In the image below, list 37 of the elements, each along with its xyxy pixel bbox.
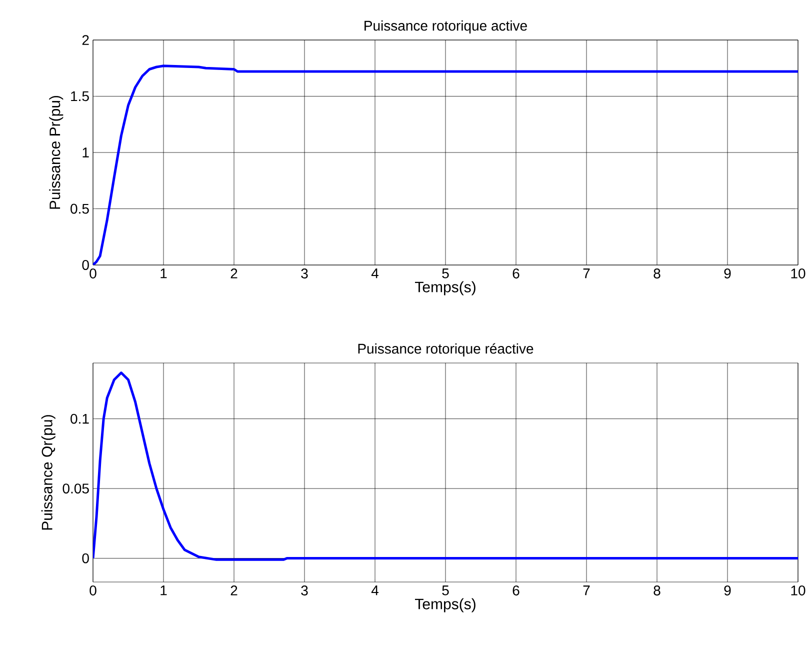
- y-axis-title: Puissance Qr(pu): [41, 415, 56, 530]
- chart-title: Puissance rotorique active: [364, 20, 527, 34]
- y-tick-label: 1: [82, 148, 89, 158]
- y-tick-label: 2: [82, 35, 89, 45]
- x-tick-label: 2: [230, 586, 238, 596]
- y-tick-label: 0.1: [70, 414, 89, 424]
- x-tick-label: 0: [90, 586, 96, 596]
- x-axis-title: Temps(s): [414, 281, 476, 296]
- x-tick-label: 1: [160, 268, 167, 278]
- x-tick-label: 5: [442, 586, 449, 596]
- x-tick-label: 7: [583, 268, 590, 278]
- x-tick-label: 8: [654, 268, 660, 278]
- y-axis-title: Puissance Pr(pu): [49, 96, 64, 209]
- x-tick-label: 10: [791, 586, 806, 596]
- x-tick-label: 1: [160, 586, 167, 596]
- x-tick-label: 6: [512, 586, 520, 596]
- y-tick-label: 0: [82, 553, 89, 564]
- chart-title: Puissance rotorique réactive: [358, 343, 534, 356]
- x-axis-title: Temps(s): [414, 598, 476, 612]
- x-tick-label: 9: [724, 268, 731, 278]
- x-tick-label: 10: [791, 268, 806, 278]
- x-tick-label: 6: [512, 268, 520, 278]
- x-tick-label: 7: [583, 586, 590, 596]
- x-tick-label: 9: [724, 586, 731, 596]
- x-tick-label: 3: [301, 586, 308, 596]
- line-series: [93, 64, 798, 265]
- y-tick-label: 0.5: [70, 204, 89, 214]
- y-tick-label: 0.05: [62, 484, 89, 494]
- y-tick-label: 1.5: [71, 91, 89, 102]
- x-tick-label: 4: [371, 586, 378, 596]
- x-tick-label: 0: [90, 268, 96, 278]
- y-tick-label: 0: [82, 260, 89, 270]
- x-tick-label: 2: [230, 268, 238, 278]
- x-tick-label: 3: [301, 268, 308, 278]
- x-tick-label: 4: [371, 268, 378, 278]
- x-tick-label: 5: [442, 268, 449, 278]
- x-tick-label: 8: [654, 586, 660, 596]
